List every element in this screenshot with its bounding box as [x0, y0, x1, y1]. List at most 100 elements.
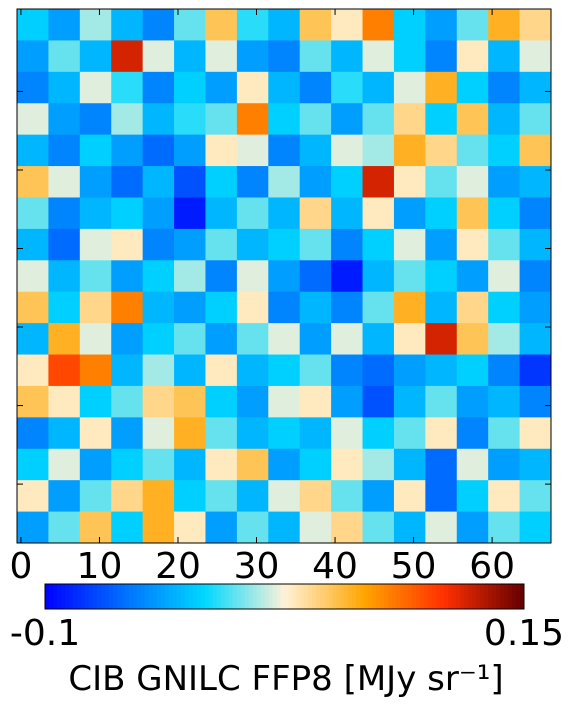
colorbar-swatch [72, 584, 78, 609]
colorbar-swatch [64, 584, 70, 609]
heatmap-cell [236, 323, 269, 356]
heatmap-cell [174, 260, 206, 293]
colorbar-swatch [92, 584, 98, 609]
colorbar-frame [44, 583, 525, 610]
heatmap-cell [331, 354, 364, 387]
heatmap-cell [299, 228, 332, 261]
heatmap-cell [488, 166, 521, 198]
heatmap-cell [17, 134, 49, 167]
colorbar-swatch [304, 584, 309, 609]
heatmap-cell [425, 166, 458, 198]
colorbar-swatch [312, 584, 317, 609]
heatmap-cell [299, 417, 332, 450]
heatmap-cell [299, 323, 332, 356]
heatmap-cell [79, 323, 112, 356]
colorbar-swatch [260, 584, 266, 609]
heatmap-cell [488, 385, 521, 418]
heatmap-cell [456, 480, 489, 513]
heatmap-cell [48, 71, 81, 104]
colorbar-swatch [52, 584, 58, 609]
colorbar-swatch [180, 584, 186, 609]
colorbar-swatch [456, 584, 461, 609]
colorbar-swatch [332, 584, 337, 609]
heatmap-cell [236, 385, 269, 418]
colorbar-swatch [444, 584, 449, 609]
heatmap-cell [425, 323, 458, 356]
heatmap-cell [299, 291, 332, 324]
colorbar-swatch [432, 584, 437, 609]
heatmap-cell [425, 385, 458, 418]
heatmap-cell [236, 511, 269, 544]
heatmap-cell [519, 134, 552, 167]
heatmap-cell [488, 448, 521, 481]
colorbar-swatch [308, 584, 313, 609]
heatmap-cell [268, 480, 301, 513]
heatmap-cell [362, 228, 395, 261]
heatmap-cell [205, 71, 238, 104]
heatmap-cell [488, 291, 521, 324]
heatmap-cell [142, 417, 175, 450]
heatmap-cell [362, 448, 395, 481]
heatmap-cell [425, 354, 458, 387]
heatmap-cell [331, 260, 364, 293]
colorbar-swatch [272, 584, 278, 609]
heatmap-cell [362, 354, 395, 387]
heatmap-cell [111, 323, 144, 356]
heatmap-cell [48, 134, 81, 167]
heatmap-cell [48, 9, 81, 41]
colorbar-swatch [440, 584, 445, 609]
colorbar-swatch [504, 584, 509, 609]
colorbar-swatch [240, 584, 246, 609]
colorbar-swatch [184, 584, 190, 609]
heatmap-cell [142, 197, 175, 230]
colorbar-swatch [68, 584, 74, 609]
heatmap-cell [519, 354, 552, 387]
colorbar-swatch [104, 584, 110, 609]
heatmap-cell [174, 103, 206, 136]
heatmap-cell [236, 291, 269, 324]
heatmap-cell [268, 417, 301, 450]
heatmap-cell [111, 166, 144, 198]
colorbar-swatch [296, 584, 301, 609]
colorbar-swatch [60, 584, 66, 609]
heatmap-cell [299, 197, 332, 230]
heatmap-cell [488, 9, 521, 41]
heatmap-cell [142, 166, 175, 198]
heatmap-cell [268, 71, 301, 104]
heatmap-cell [268, 385, 301, 418]
colorbar-swatch [164, 584, 170, 609]
colorbar-swatch [160, 584, 166, 609]
colorbar-label: CIB GNILC FFP8 [MJy sr⁻¹] [68, 659, 503, 699]
heatmap-cell [268, 323, 301, 356]
colorbar-swatch [232, 584, 238, 609]
colorbar-swatch [140, 584, 146, 609]
heatmap-cell [111, 71, 144, 104]
heatmap-cell [488, 197, 521, 230]
heatmap-cell [299, 385, 332, 418]
heatmap-cell [331, 9, 364, 41]
heatmap-cell [362, 134, 395, 167]
heatmap-cell [174, 40, 206, 73]
heatmap-cell [17, 480, 49, 513]
colorbar-swatch [84, 584, 90, 609]
heatmap-cell [519, 260, 552, 293]
plot-frame [16, 8, 552, 544]
colorbar-swatch [392, 584, 397, 609]
heatmap-cell [456, 228, 489, 261]
heatmap-cell [393, 323, 426, 356]
heatmap-cell [519, 417, 552, 450]
heatmap-cell [268, 197, 301, 230]
heatmap-cell [425, 260, 458, 293]
heatmap-cell [236, 40, 269, 73]
heatmap-cell [174, 480, 206, 513]
colorbar-swatch [252, 584, 258, 609]
heatmap-cell [519, 228, 552, 261]
heatmap-cell [331, 291, 364, 324]
heatmap-cell [236, 166, 269, 198]
heatmap-cell [331, 448, 364, 481]
heatmap-cell [79, 260, 112, 293]
heatmap-cell [79, 197, 112, 230]
colorbar-swatch [148, 584, 154, 609]
heatmap-cell [48, 228, 81, 261]
